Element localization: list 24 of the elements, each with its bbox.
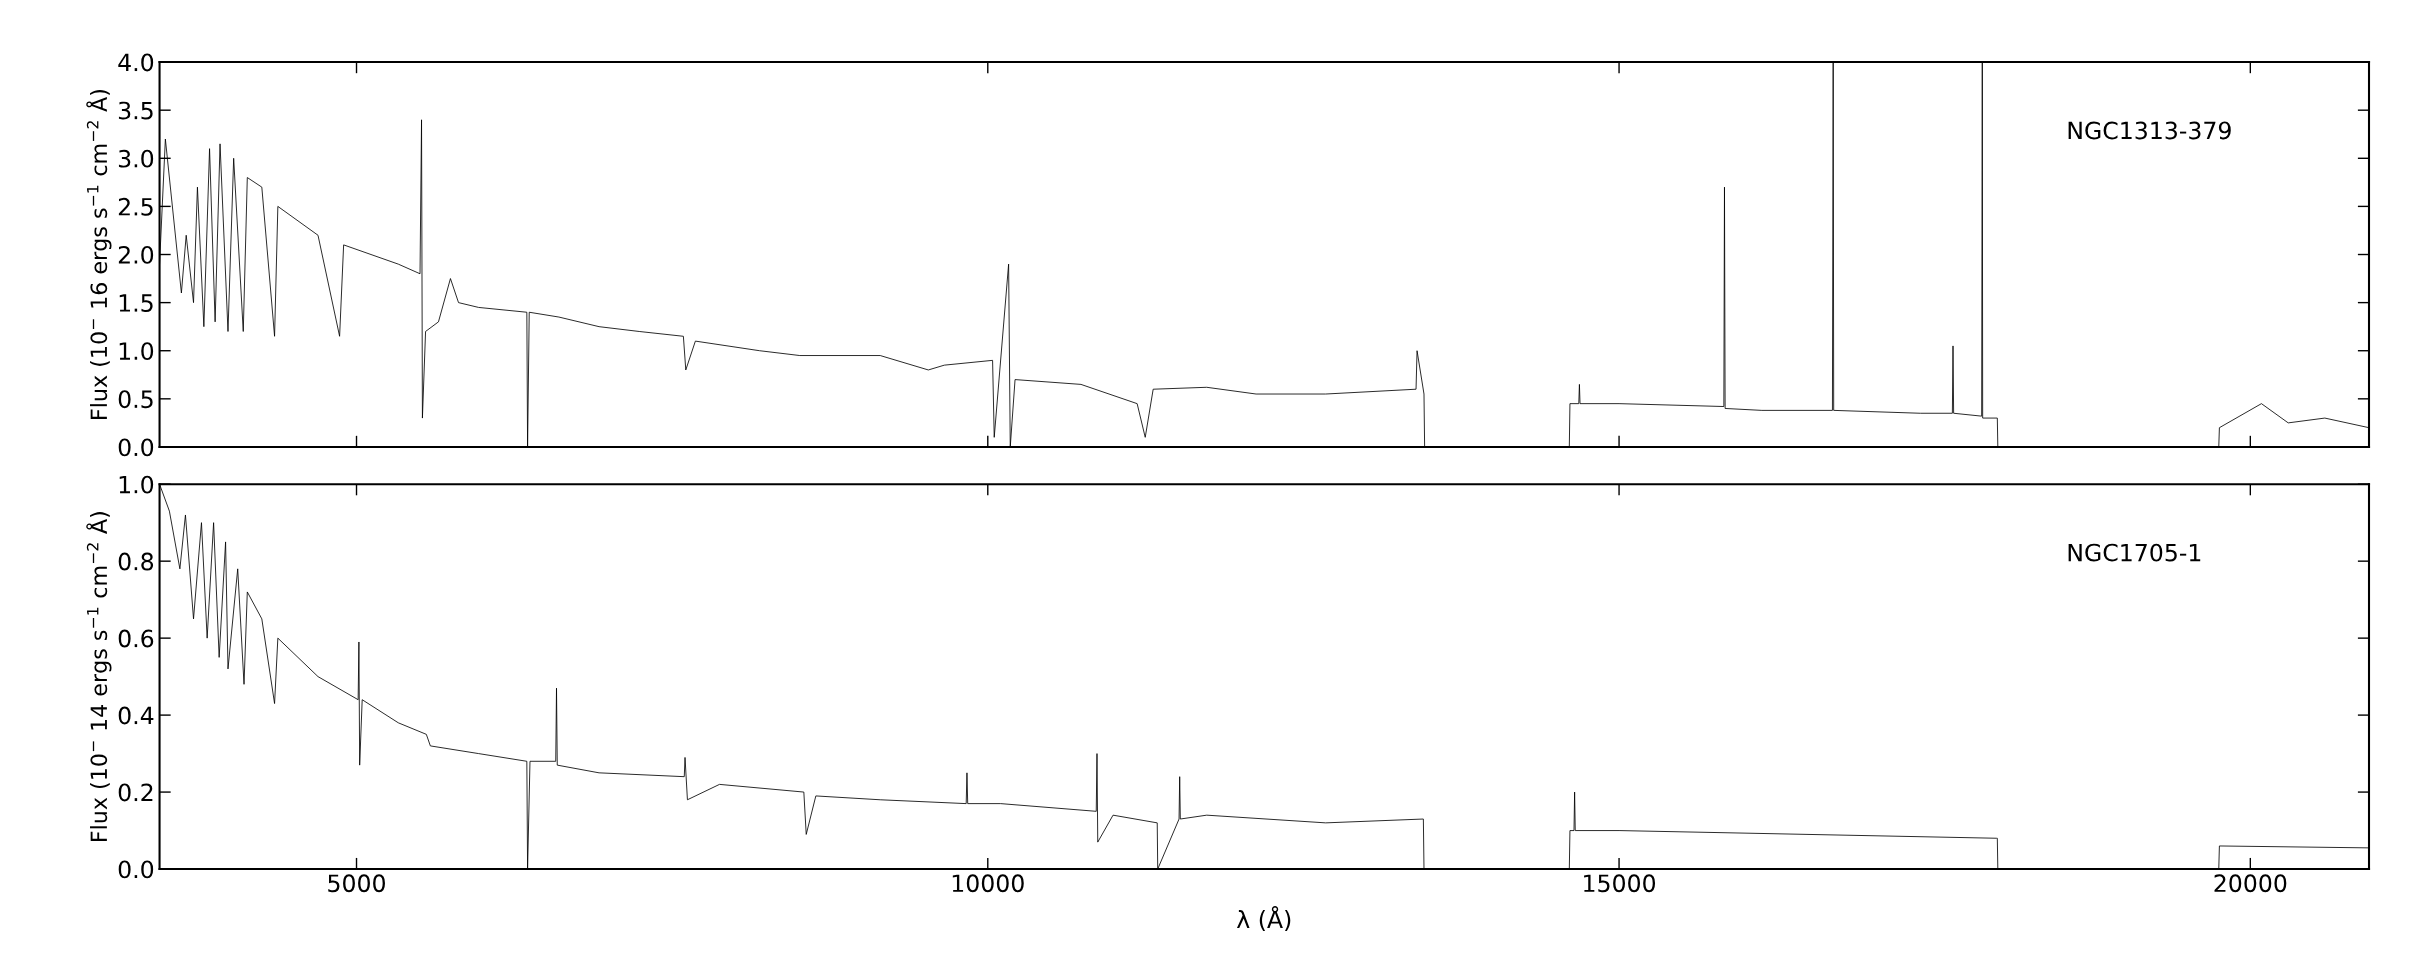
annotation: NGC1705-1 [2068, 543, 2201, 562]
y-tick-label: 1.0 [119, 342, 154, 361]
y-tick-label: 0.0 [118, 438, 154, 457]
y-tick-label: 0.0 [118, 860, 154, 879]
y-tick-label: 1.0 [119, 475, 154, 494]
y-tick-label: 0.8 [118, 552, 154, 571]
y-tick-label: 4.0 [118, 53, 154, 72]
y-tick-label: 2.0 [118, 245, 154, 264]
y-tick-label: 0.4 [118, 706, 154, 725]
y-axis-title: Flux (10$^{−}$ 14 ergs s$^{−1}$ cm$^{−2}$ Å) [86, 512, 112, 841]
y-tick-label: 3.5 [118, 101, 153, 120]
y-tick-label: 0.6 [118, 629, 154, 648]
y-tick-label: 0.5 [118, 390, 153, 409]
y-tick-label: 2.5 [118, 197, 153, 216]
y-tick-label: 3.0 [118, 149, 154, 168]
x-tick-label: 20000 [2214, 874, 2287, 893]
x-tick-label: 5000 [328, 874, 385, 893]
y-tick-label: 0.2 [118, 783, 153, 802]
x-tick-label: 10000 [952, 874, 1024, 893]
x-axis-title: λ (Å) [1236, 906, 1291, 932]
x-tick-label: 15000 [1584, 874, 1656, 893]
y-tick-label: 1.5 [119, 294, 153, 312]
annotation: NGC1313-379 [2068, 121, 2231, 140]
y-axis-title: Flux (10$^{−}$ 16 ergs s$^{−1}$ cm$^{−2}$ Å) [86, 90, 112, 419]
